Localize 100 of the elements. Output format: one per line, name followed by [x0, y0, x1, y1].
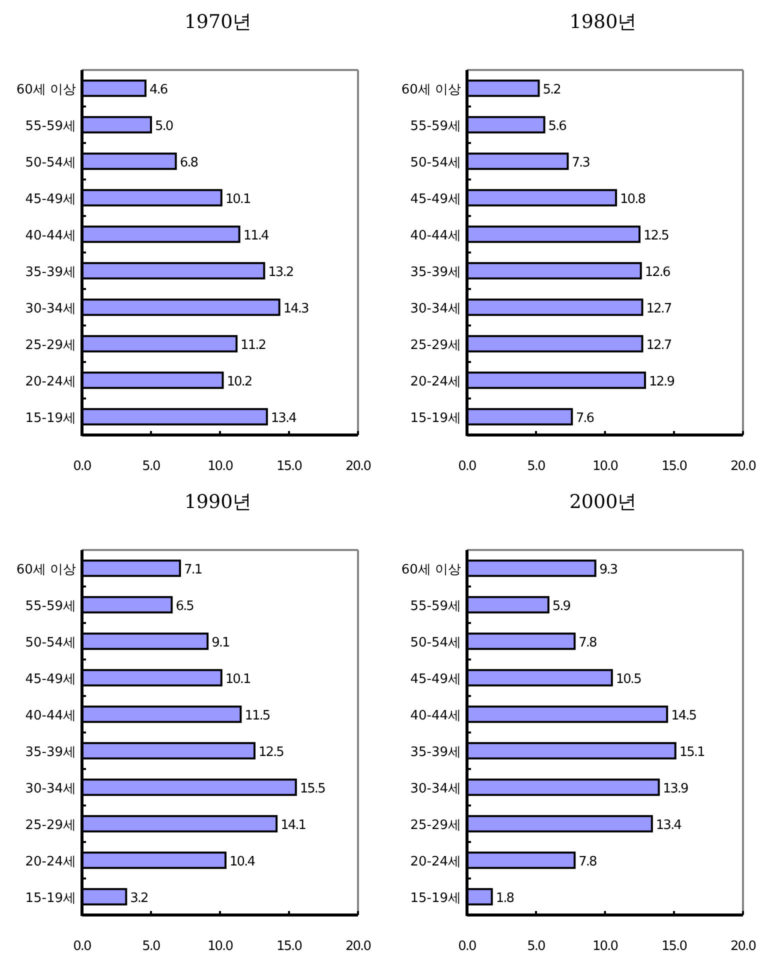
y-tick-label: 50-54세 [410, 635, 461, 650]
y-tick-label: 40-44세 [25, 228, 76, 244]
x-tick-label: 10.0 [592, 939, 618, 954]
data-label: 7.8 [578, 854, 598, 870]
y-tick-label: 20-24세 [25, 854, 76, 870]
y-tick-label: 50-54세 [25, 635, 76, 650]
y-tick-label: 25-29세 [410, 818, 461, 833]
data-label: 10.2 [226, 374, 252, 390]
y-tick-label: 40-44세 [410, 708, 461, 724]
data-label: 13.9 [662, 781, 688, 796]
y-tick-label: 20-24세 [410, 374, 461, 390]
data-label: 6.8 [180, 155, 198, 170]
data-label: 12.7 [646, 301, 672, 316]
data-label: 12.5 [644, 228, 670, 244]
y-tick-label: 40-44세 [410, 228, 461, 244]
chart-title: 2000년 [569, 491, 637, 513]
x-tick-label: 0.0 [458, 939, 477, 954]
data-label: 13.4 [270, 410, 297, 426]
y-tick-label: 15-19세 [25, 890, 76, 906]
data-label: 9.1 [212, 635, 230, 650]
data-label: 10.5 [616, 672, 642, 687]
x-tick-label: 5.0 [142, 459, 161, 474]
x-tick-label: 5.0 [527, 459, 546, 474]
data-label: 7.1 [184, 562, 202, 578]
data-label: 10.4 [230, 854, 256, 870]
data-label: 11.5 [244, 708, 270, 724]
x-tick-label: 5.0 [142, 939, 161, 954]
data-label: 14.3 [283, 301, 310, 316]
x-tick-label: 20.0 [346, 939, 372, 954]
y-tick-label: 25-29세 [25, 338, 76, 353]
y-tick-label: 30-34세 [410, 301, 461, 316]
y-tick-label: 40-44세 [25, 708, 76, 724]
data-label: 14.5 [671, 708, 697, 724]
x-tick-label: 5.0 [527, 939, 546, 954]
chart-title: 1990년 [184, 491, 252, 513]
y-tick-label: 15-19세 [410, 890, 461, 906]
x-tick-label: 0.0 [73, 459, 92, 474]
data-label: 10.1 [225, 672, 252, 687]
data-label: 1.8 [496, 890, 514, 906]
x-tick-label: 10.0 [208, 459, 234, 474]
data-label: 4.6 [149, 82, 168, 98]
x-tick-label: 20.0 [346, 459, 372, 474]
data-label: 15.5 [300, 781, 326, 796]
y-tick-label: 50-54세 [410, 155, 461, 170]
x-tick-label: 15.0 [276, 939, 302, 954]
data-label: 9.3 [599, 562, 618, 578]
y-tick-label: 60세 이상 [16, 562, 76, 578]
x-tick-label: 15.0 [662, 459, 688, 474]
data-label: 11.4 [243, 228, 269, 244]
y-tick-label: 20-24세 [410, 854, 461, 870]
y-tick-label: 45-49세 [410, 672, 461, 687]
x-tick-label: 20.0 [730, 459, 756, 474]
data-label: 7.3 [572, 155, 590, 170]
y-tick-label: 25-29세 [410, 338, 461, 353]
y-tick-label: 55-59세 [410, 118, 461, 134]
y-tick-label: 30-34세 [410, 781, 461, 796]
chart-title: 1970년 [184, 11, 252, 33]
x-tick-label: 0.0 [458, 459, 477, 474]
data-label: 12.6 [644, 264, 671, 280]
data-label: 13.4 [656, 818, 682, 833]
y-tick-label: 55-59세 [410, 598, 461, 614]
data-label: 6.5 [176, 598, 194, 614]
y-tick-label: 50-54세 [25, 155, 76, 170]
y-tick-label: 45-49세 [25, 672, 76, 687]
data-label: 12.5 [258, 744, 284, 760]
x-tick-label: 10.0 [208, 939, 234, 954]
data-label: 10.1 [225, 192, 252, 207]
y-tick-label: 35-39세 [410, 264, 461, 280]
data-label: 15.1 [679, 744, 706, 760]
y-tick-label: 55-59세 [25, 598, 76, 614]
x-tick-label: 10.0 [592, 459, 618, 474]
y-tick-label: 25-29세 [25, 818, 76, 833]
y-tick-label: 35-39세 [410, 744, 461, 760]
x-tick-label: 20.0 [730, 939, 756, 954]
x-tick-label: 15.0 [276, 459, 302, 474]
data-label: 14.1 [280, 818, 306, 833]
y-tick-label: 15-19세 [410, 410, 461, 426]
data-label: 5.2 [542, 82, 560, 98]
y-tick-label: 45-49세 [410, 192, 461, 207]
chart-title: 1980년 [569, 11, 637, 33]
data-label: 10.8 [620, 192, 646, 207]
data-label: 7.6 [576, 410, 594, 426]
y-tick-label: 60세 이상 [16, 82, 76, 98]
y-tick-label: 30-34세 [25, 301, 76, 316]
data-label: 3.2 [130, 890, 148, 906]
y-tick-label: 55-59세 [25, 118, 76, 134]
y-tick-label: 15-19세 [25, 410, 76, 426]
y-tick-label: 60세 이상 [401, 562, 461, 578]
y-tick-label: 45-49세 [25, 192, 76, 207]
data-label: 5.9 [552, 598, 571, 614]
data-label: 5.0 [155, 118, 174, 134]
data-label: 11.2 [240, 338, 266, 353]
data-label: 12.7 [646, 338, 672, 353]
y-tick-label: 30-34세 [25, 781, 76, 796]
data-label: 7.8 [578, 635, 598, 650]
y-tick-label: 35-39세 [25, 264, 76, 280]
x-tick-label: 0.0 [73, 939, 92, 954]
data-label: 13.2 [268, 264, 294, 280]
y-tick-label: 35-39세 [25, 744, 76, 760]
x-tick-label: 15.0 [662, 939, 688, 954]
